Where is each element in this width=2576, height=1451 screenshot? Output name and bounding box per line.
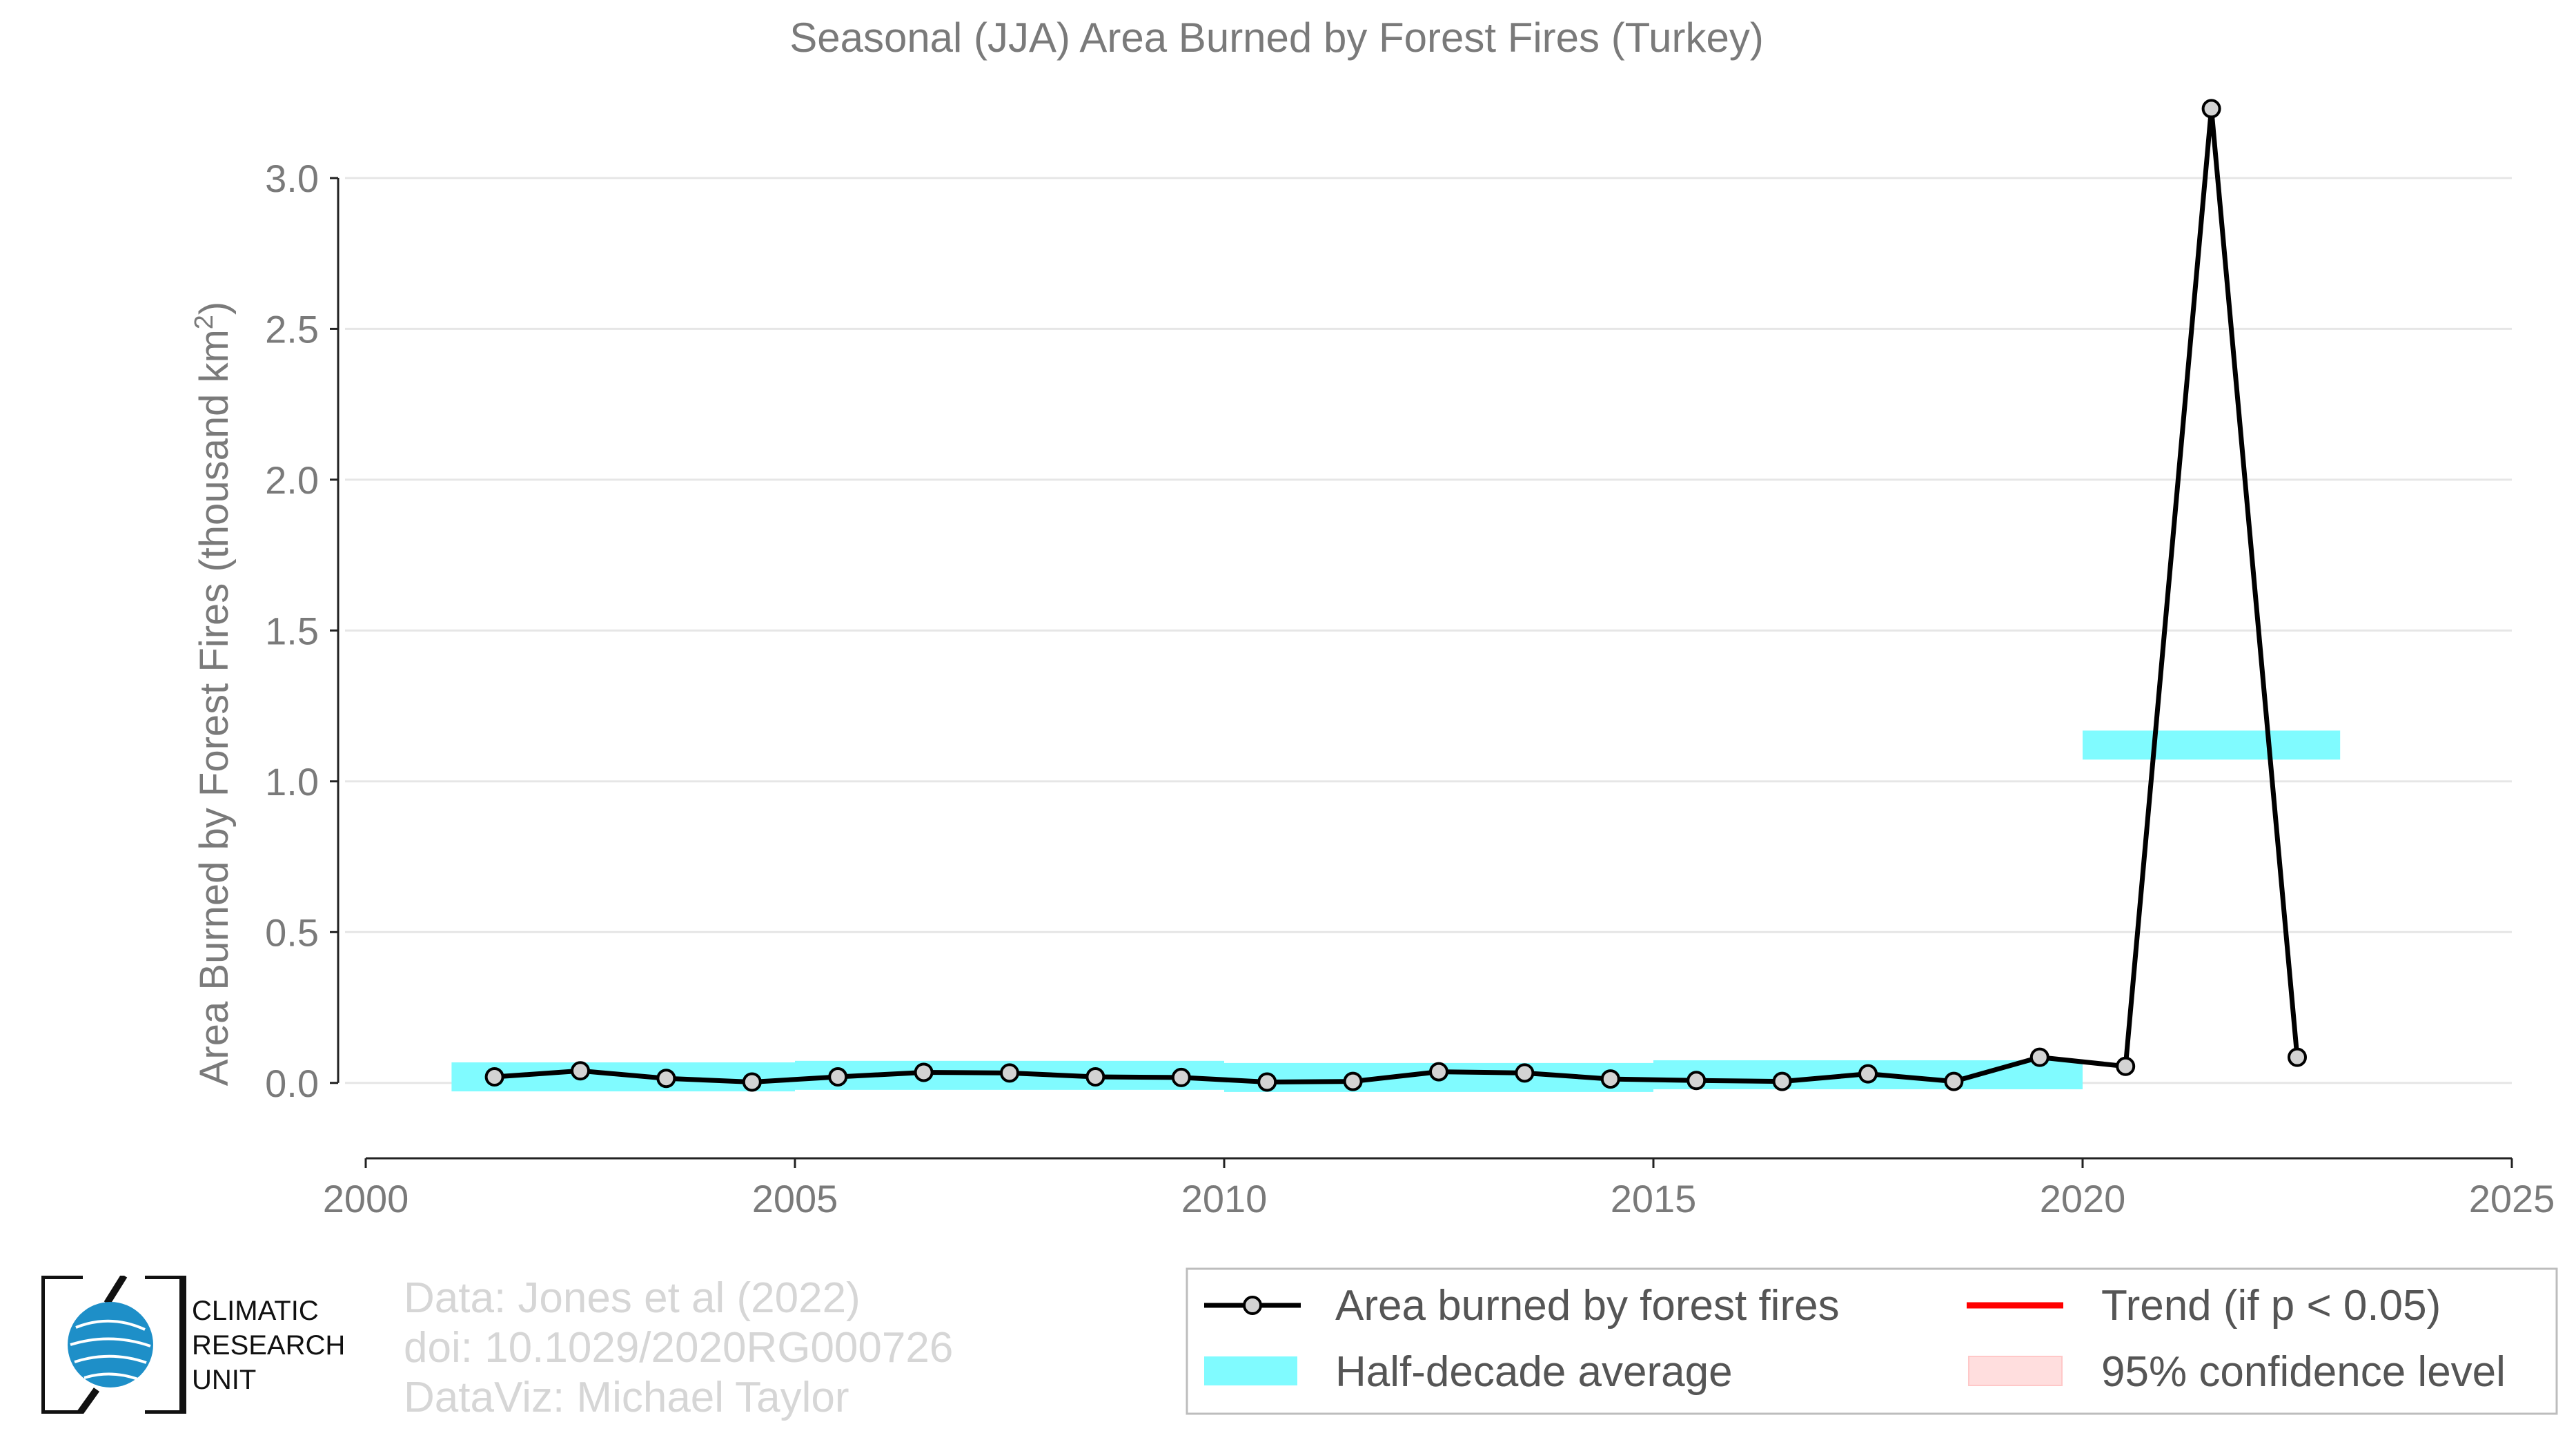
x-tick-label: 2015 — [1611, 1177, 1697, 1220]
x-tick-label: 2010 — [1181, 1177, 1268, 1220]
legend-frame — [1186, 1267, 2558, 1415]
data-point — [1000, 1063, 1019, 1083]
data-point — [1772, 1071, 1792, 1091]
credits: Data: Jones et al (2022) doi: 10.1029/20… — [404, 1274, 953, 1423]
data-point — [1687, 1071, 1707, 1091]
x-tick-label: 2000 — [323, 1177, 409, 1220]
half-decade-band — [2083, 730, 2341, 760]
legend: Area burned by forest fires Trend (if p … — [1186, 1267, 2558, 1415]
data-point — [1515, 1063, 1535, 1083]
cru-logo-mark — [38, 1272, 186, 1417]
grid-lines — [345, 177, 2512, 1084]
data-point — [1600, 1069, 1620, 1089]
y-tick-label: 1.0 — [265, 760, 319, 804]
legend-label-half-decade: Half-decade average — [1335, 1348, 1733, 1396]
data-point — [484, 1067, 504, 1087]
x-axis: 2000 2005 2010 2015 2020 2025 — [323, 1157, 2555, 1220]
data-point — [2201, 99, 2221, 119]
data-point — [656, 1069, 676, 1089]
logo-line-3: UNIT — [192, 1365, 257, 1395]
data-point — [2116, 1056, 2136, 1076]
y-axis-label-end: ) — [192, 302, 237, 315]
legend-swatch-half-decade — [1204, 1356, 1297, 1385]
data-point — [742, 1072, 762, 1092]
data-point — [1429, 1062, 1448, 1082]
data-point — [1343, 1071, 1363, 1091]
y-tick-label: 2.0 — [265, 458, 319, 502]
data-point — [914, 1062, 934, 1082]
series-line — [494, 106, 2300, 1084]
data-point — [571, 1061, 590, 1081]
legend-label-area-burned: Area burned by forest fires — [1335, 1282, 1840, 1330]
logo-line-2: RESEARCH — [192, 1330, 346, 1361]
y-tick-label: 0.0 — [265, 1062, 319, 1105]
y-axis-label: Area Burned by Forest Fires (thousand km… — [190, 302, 237, 1087]
y-axis-label-main: Area Burned by Forest Fires (thousand km — [192, 329, 237, 1086]
legend-label-trend: Trend (if p < 0.05) — [2101, 1282, 2441, 1330]
credit-dataviz: DataViz: Michael Taylor — [404, 1374, 849, 1421]
half-decade-bands — [451, 730, 2341, 1092]
x-tick-label: 2005 — [752, 1177, 838, 1220]
data-point — [1171, 1067, 1191, 1087]
y-tick-label: 0.5 — [265, 910, 319, 954]
data-point — [1257, 1072, 1277, 1092]
y-tick-label: 3.0 — [265, 157, 319, 200]
credit-doi: doi: 10.1029/2020RG000726 — [404, 1324, 954, 1372]
logo-line-1: CLIMATIC — [192, 1296, 319, 1326]
data-point — [1858, 1064, 1878, 1084]
data-point — [2288, 1047, 2307, 1067]
y-tick-label: 2.5 — [265, 307, 319, 351]
y-axis-label-superscript: 2 — [190, 315, 219, 329]
data-point — [2029, 1047, 2049, 1067]
data-point — [828, 1067, 848, 1087]
legend-swatch-confidence — [1968, 1356, 2063, 1386]
legend-marker-area-burned — [1243, 1296, 1262, 1315]
y-axis: 0.0 0.5 1.0 1.5 2.0 2.5 3.0 — [265, 157, 340, 1105]
chart-title: Seasonal (JJA) Area Burned by Forest Fir… — [789, 14, 1764, 61]
credit-data-source: Data: Jones et al (2022) — [404, 1274, 861, 1322]
data-point — [1944, 1071, 1964, 1091]
cru-logo-text: CLIMATIC RESEARCH UNIT — [192, 1294, 345, 1397]
x-tick-label: 2020 — [2040, 1177, 2126, 1220]
x-tick-label: 2025 — [2469, 1177, 2555, 1220]
cru-logo: CLIMATIC RESEARCH UNIT — [38, 1272, 373, 1417]
data-point — [1085, 1067, 1105, 1087]
series-area-burned — [484, 99, 2307, 1092]
y-tick-label: 1.5 — [265, 609, 319, 652]
legend-label-confidence: 95% confidence level — [2101, 1348, 2506, 1396]
